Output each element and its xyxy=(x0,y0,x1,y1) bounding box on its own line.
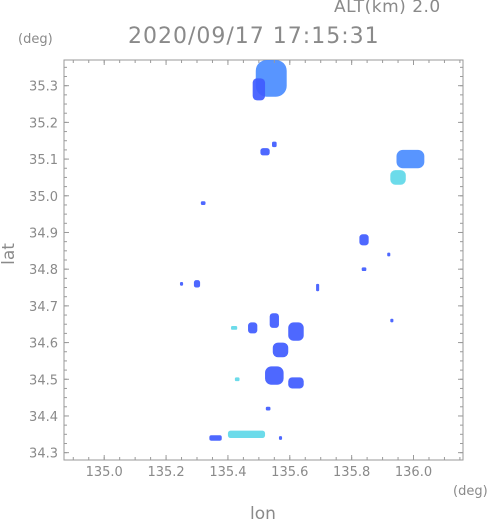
echo-cell xyxy=(316,283,320,292)
y-tick-label: 34.9 xyxy=(29,226,58,241)
echo-cell xyxy=(288,322,304,341)
echo-cell xyxy=(361,267,367,272)
x-axis-label: lon xyxy=(250,504,276,524)
y-unit-label: (deg) xyxy=(18,32,53,47)
y-tick-label: 35.1 xyxy=(29,153,58,168)
echo-cell xyxy=(390,318,394,323)
y-tick-label: 35.0 xyxy=(29,190,58,205)
x-tick-label: 135.2 xyxy=(147,465,184,480)
echo-cell xyxy=(387,252,391,257)
y-tick-label: 34.7 xyxy=(29,300,58,315)
echo-cell xyxy=(231,326,238,330)
x-unit-label: (deg) xyxy=(453,484,488,499)
echo-cell xyxy=(359,234,369,246)
echo-cell xyxy=(200,201,206,205)
altitude-label: ALT(km) 2.0 xyxy=(334,0,441,17)
echo-cell xyxy=(260,148,270,156)
y-tick-label: 35.2 xyxy=(29,116,58,131)
y-tick-label: 35.3 xyxy=(29,80,58,95)
echo-cell xyxy=(396,149,425,169)
tick-layer: 135.0 135.2 135.4 135.6 135.8 136.0 34.3 34.4 34… xyxy=(29,60,463,480)
echo-cell xyxy=(265,366,284,385)
echo-cell xyxy=(288,377,304,389)
echo-cell xyxy=(179,282,184,286)
echo-cell xyxy=(193,280,201,288)
echo-cell xyxy=(272,141,277,148)
x-tick-label: 135.8 xyxy=(333,465,370,480)
echo-cell xyxy=(234,377,240,382)
y-tick-label: 34.5 xyxy=(29,373,58,388)
y-tick-label: 34.8 xyxy=(29,263,58,278)
echo-layer xyxy=(179,60,425,441)
echo-cell xyxy=(269,313,279,328)
plot-frame xyxy=(63,59,464,461)
echo-cell xyxy=(265,406,271,411)
echo-cell xyxy=(390,170,406,185)
chart-title: 2020/09/17 17:15:31 xyxy=(128,24,380,49)
echo-cell xyxy=(227,430,266,438)
x-tick-label: 136.0 xyxy=(395,465,432,480)
x-tick-label: 135.4 xyxy=(209,465,246,480)
echo-cell xyxy=(278,436,283,440)
x-tick-label: 135.0 xyxy=(86,465,123,480)
y-tick-label: 34.3 xyxy=(29,447,58,462)
echo-cell xyxy=(248,322,258,334)
echo-cell xyxy=(272,342,289,358)
y-tick-label: 34.4 xyxy=(29,410,58,425)
y-tick-label: 34.6 xyxy=(29,337,58,352)
echo-cell xyxy=(209,435,222,441)
echo-cell xyxy=(252,78,266,101)
x-tick-label: 135.6 xyxy=(271,465,308,480)
